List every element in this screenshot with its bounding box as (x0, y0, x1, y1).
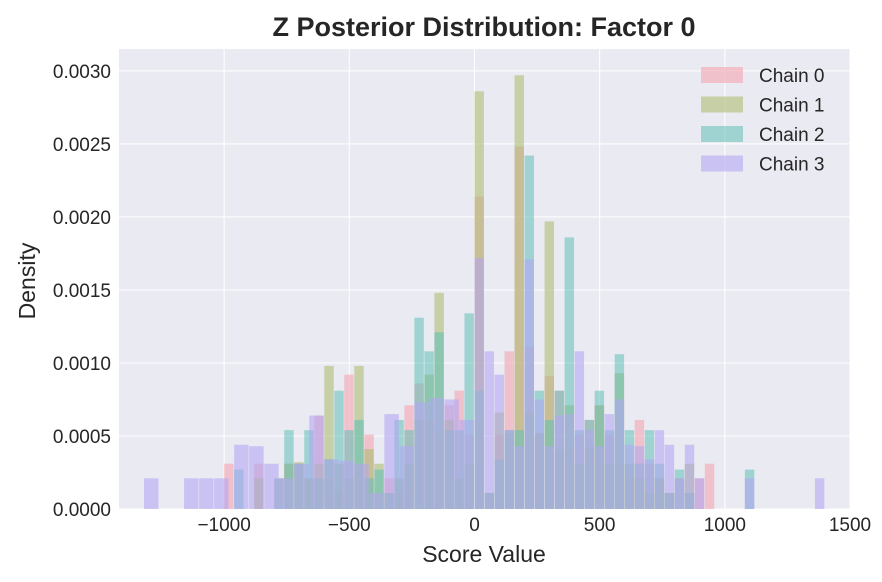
histogram-bar (214, 478, 229, 509)
histogram-bar (544, 221, 554, 510)
legend-item: Chain 2 (701, 125, 825, 146)
x-tick-label: 0 (469, 515, 480, 536)
histogram-bar (274, 478, 284, 509)
histogram-bar (494, 374, 504, 509)
histogram-bar (459, 419, 474, 509)
histogram-bar (444, 399, 459, 509)
legend-swatch (701, 96, 743, 113)
x-tick-label: 500 (584, 515, 616, 536)
histogram-bar (514, 446, 524, 509)
histogram-bar (264, 463, 279, 509)
histogram-bar (424, 351, 434, 509)
histogram-bar (684, 444, 695, 509)
histogram-bar (534, 399, 544, 509)
histogram-bar (429, 398, 444, 509)
y-tick-label: 0.0005 (53, 427, 111, 448)
histogram-bar (284, 430, 294, 509)
histogram-bar (374, 469, 384, 509)
histogram-bar (634, 446, 645, 509)
histogram-bar (324, 459, 339, 509)
histogram-bar (744, 478, 755, 509)
histogram-bar (369, 492, 384, 509)
histogram-bar (279, 478, 294, 509)
legend-swatch (701, 126, 743, 142)
histogram-bar (339, 460, 354, 509)
histogram-bar (594, 446, 605, 509)
histogram-bar (364, 478, 374, 509)
legend-label: Chain 3 (759, 155, 825, 176)
histogram-bar (574, 351, 585, 509)
histogram-bar (644, 459, 655, 509)
histogram-bar (694, 478, 705, 509)
y-tick-label: 0.0015 (53, 281, 111, 302)
y-axis-ticks: 0.0000 0.0005 0.0010 0.0015 0.0020 0.0025 0.00… (53, 62, 111, 521)
y-tick-label: 0.0030 (53, 62, 111, 83)
histogram-bar (704, 463, 715, 509)
histogram-bar (654, 430, 665, 509)
histogram-bar (414, 402, 429, 509)
histogram-bar (814, 478, 825, 509)
histogram-bar (294, 463, 309, 509)
histogram-bar (564, 414, 575, 509)
x-axis-ticks: −1000 −500 0 500 1000 1500 (197, 515, 871, 536)
legend-label: Chain 2 (759, 125, 825, 146)
legend-label: Chain 0 (759, 66, 825, 87)
histogram-bar (234, 444, 249, 509)
histogram-bar (564, 237, 575, 509)
histogram-bar (584, 430, 595, 509)
histogram-bar (394, 419, 404, 509)
histogram-bar (464, 313, 474, 509)
legend-item: Chain 3 (701, 155, 825, 176)
histogram-bar (504, 430, 514, 509)
y-tick-label: 0.0000 (53, 500, 111, 521)
histogram-bars (144, 75, 825, 510)
histogram-bar (664, 444, 675, 509)
x-tick-label: 1000 (704, 515, 746, 536)
histogram-bar (554, 415, 565, 509)
histogram-bar (304, 430, 314, 509)
legend-swatch (701, 67, 743, 83)
legend-item: Chain 1 (701, 96, 825, 117)
histogram-bar (484, 351, 494, 509)
chart-title: Z Posterior Distribution: Factor 0 (272, 12, 695, 42)
histogram-bar (524, 259, 534, 509)
y-axis-label: Density (14, 242, 40, 319)
x-tick-label: −500 (328, 515, 371, 536)
histogram-bar (604, 414, 615, 509)
histogram-bar (674, 478, 685, 509)
histogram-bar (334, 390, 344, 509)
histogram-bar (474, 257, 484, 509)
y-tick-label: 0.0020 (53, 208, 111, 229)
histogram-bar (249, 446, 264, 509)
series-3 (144, 257, 825, 509)
histogram-bar (309, 415, 324, 509)
x-axis-label: Score Value (422, 541, 546, 567)
histogram-bar (184, 478, 199, 509)
histogram-bar (544, 446, 554, 509)
histogram-bar (324, 365, 334, 509)
histogram-bar (144, 478, 159, 509)
histogram-bar (454, 430, 464, 509)
legend: Chain 0 Chain 1 Chain 2 Chain 3 (701, 66, 825, 176)
legend-swatch (701, 155, 743, 172)
x-tick-label: 1500 (829, 515, 871, 536)
histogram-bar (384, 414, 399, 509)
y-tick-label: 0.0025 (53, 135, 111, 156)
histogram-bar (624, 444, 635, 509)
histogram-bar (224, 463, 234, 509)
histogram-bar (354, 463, 369, 509)
histogram-bar (614, 399, 625, 509)
histogram-bar (514, 75, 524, 510)
legend-item: Chain 0 (701, 66, 825, 87)
histogram-bar (399, 446, 414, 509)
y-tick-label: 0.0010 (53, 354, 111, 375)
histogram-bar (199, 478, 214, 509)
legend-label: Chain 1 (759, 96, 825, 117)
x-tick-label: −1000 (197, 515, 250, 536)
